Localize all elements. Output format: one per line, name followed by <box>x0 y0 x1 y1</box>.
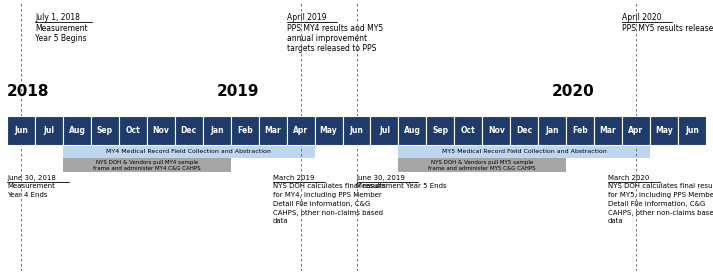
Text: for MY4, including PPS Member: for MY4, including PPS Member <box>272 192 381 198</box>
Text: Jan: Jan <box>545 126 559 135</box>
Text: Apr: Apr <box>293 126 308 135</box>
Text: NYS DOH calculates final results: NYS DOH calculates final results <box>272 183 386 189</box>
Text: for MY5, including PPS Member: for MY5, including PPS Member <box>608 192 713 198</box>
Text: May: May <box>655 126 673 135</box>
Bar <box>399 158 566 172</box>
Bar <box>63 145 314 158</box>
Text: June 30, 2019: June 30, 2019 <box>356 175 406 181</box>
Text: MY5 Medical Record Field Collection and Abstraction: MY5 Medical Record Field Collection and … <box>442 149 607 154</box>
Text: NYS DOH & Vendors pull MY4 sample
frame and administer MY4 C&G CAHPS: NYS DOH & Vendors pull MY4 sample frame … <box>93 160 200 171</box>
Bar <box>287 116 314 145</box>
Bar <box>175 116 202 145</box>
Text: April 2019: April 2019 <box>287 13 326 22</box>
Text: June 30, 2018: June 30, 2018 <box>7 175 56 181</box>
Bar <box>426 116 454 145</box>
Bar <box>35 116 63 145</box>
Bar <box>314 116 342 145</box>
Text: Measurement: Measurement <box>35 24 88 33</box>
Text: 2018: 2018 <box>7 84 50 99</box>
Text: MY4 Medical Record Field Collection and Abstraction: MY4 Medical Record Field Collection and … <box>106 149 271 154</box>
Bar <box>511 116 538 145</box>
Text: Feb: Feb <box>573 126 588 135</box>
Text: Aug: Aug <box>68 126 86 135</box>
Text: May: May <box>319 126 337 135</box>
Bar <box>399 145 650 158</box>
Text: 2019: 2019 <box>217 84 260 99</box>
Text: PPS MY5 results released to PPS: PPS MY5 results released to PPS <box>622 24 713 33</box>
Text: Jun: Jun <box>14 126 28 135</box>
Text: Oct: Oct <box>461 126 476 135</box>
Text: Detail File information, C&G: Detail File information, C&G <box>272 201 370 207</box>
Text: Dec: Dec <box>516 126 533 135</box>
Text: Sep: Sep <box>432 126 448 135</box>
Text: July 1, 2018: July 1, 2018 <box>35 13 80 22</box>
Text: Jan: Jan <box>210 126 224 135</box>
Text: Year 4 Ends: Year 4 Ends <box>7 192 48 198</box>
Bar <box>594 116 622 145</box>
Text: Measurement: Measurement <box>7 183 55 189</box>
Bar <box>147 116 175 145</box>
Text: Mar: Mar <box>265 126 281 135</box>
Text: targets released to PPS: targets released to PPS <box>287 44 376 53</box>
Bar <box>342 116 371 145</box>
Text: Mar: Mar <box>600 126 617 135</box>
Text: PPS MY4 results and MY5: PPS MY4 results and MY5 <box>287 24 383 33</box>
Text: Jun: Jun <box>685 126 699 135</box>
Bar <box>7 116 35 145</box>
Bar <box>399 116 426 145</box>
Text: annual improvement: annual improvement <box>287 34 366 43</box>
Bar <box>678 116 706 145</box>
Bar <box>231 116 259 145</box>
Text: Aug: Aug <box>404 126 421 135</box>
Bar <box>91 116 119 145</box>
Bar <box>63 158 231 172</box>
Bar <box>371 116 399 145</box>
Bar <box>566 116 594 145</box>
Text: Nov: Nov <box>153 126 169 135</box>
Bar <box>119 116 147 145</box>
Text: Oct: Oct <box>125 126 140 135</box>
Text: data: data <box>272 218 288 224</box>
Text: Jul: Jul <box>43 126 55 135</box>
Text: CAHPS, other non-claims based: CAHPS, other non-claims based <box>272 210 383 215</box>
Text: March 2019: March 2019 <box>272 175 314 181</box>
Bar <box>202 116 231 145</box>
Text: Jun: Jun <box>349 126 364 135</box>
Text: NYS DOH calculates final results: NYS DOH calculates final results <box>608 183 713 189</box>
Bar <box>538 116 566 145</box>
Bar <box>622 116 650 145</box>
Text: CAHPS, other non-claims based: CAHPS, other non-claims based <box>608 210 713 215</box>
Bar <box>259 116 287 145</box>
Text: Year 5 Begins: Year 5 Begins <box>35 34 87 43</box>
Bar <box>63 116 91 145</box>
Text: Measurement Year 5 Ends: Measurement Year 5 Ends <box>356 183 447 189</box>
Text: Detail File information, C&G: Detail File information, C&G <box>608 201 705 207</box>
Text: data: data <box>608 218 624 224</box>
Text: Sep: Sep <box>97 126 113 135</box>
Text: NYS DOH & Vendors pull MY5 sample
frame and administer MY5 C&G CAHPS: NYS DOH & Vendors pull MY5 sample frame … <box>429 160 536 171</box>
Bar <box>454 116 482 145</box>
Text: April 2020: April 2020 <box>622 13 662 22</box>
Text: 2020: 2020 <box>552 84 595 99</box>
Text: Feb: Feb <box>237 126 252 135</box>
Text: Apr: Apr <box>628 126 644 135</box>
Text: March 2020: March 2020 <box>608 175 650 181</box>
Bar <box>650 116 678 145</box>
Text: Jul: Jul <box>379 126 390 135</box>
Text: Nov: Nov <box>488 126 505 135</box>
Bar <box>482 116 511 145</box>
Text: Dec: Dec <box>180 126 197 135</box>
